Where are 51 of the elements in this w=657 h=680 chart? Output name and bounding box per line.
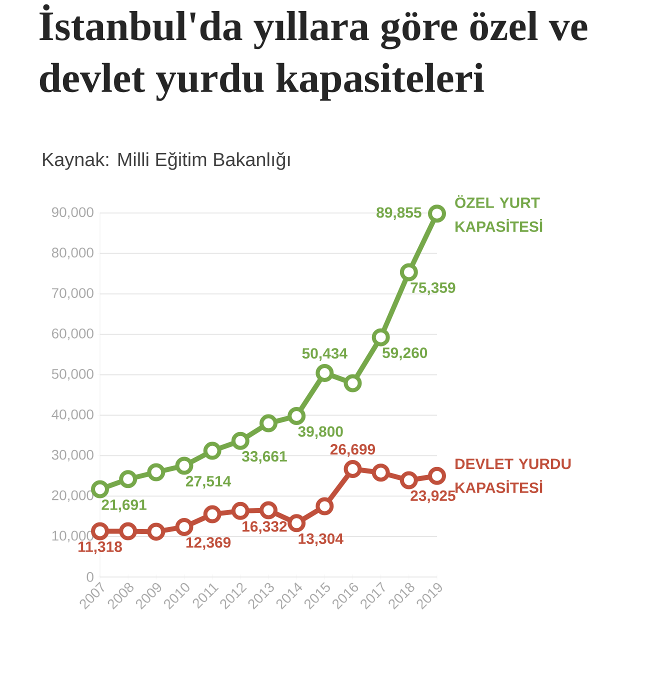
point [316, 497, 334, 516]
point [119, 522, 138, 540]
point [344, 374, 362, 392]
y-tick-label: 40,000 [52, 409, 94, 421]
point [372, 328, 390, 346]
data-label: 13,304 [298, 533, 344, 546]
point [203, 505, 222, 524]
y-tick-label: 50,000 [52, 368, 94, 381]
point [316, 364, 334, 382]
chart-subtitle: Kaynak: Milli Eğitim Bakanlığı [43, 152, 290, 170]
point [175, 518, 194, 536]
point [147, 463, 166, 482]
y-tick-label: 90,000 [52, 207, 94, 219]
point [372, 464, 390, 482]
point [260, 501, 278, 520]
point [260, 414, 278, 432]
y-tick-label: 20,000 [52, 490, 94, 502]
data-label: 50,434 [302, 348, 348, 361]
y-tick-label: 80,000 [52, 248, 94, 260]
point [147, 522, 166, 541]
data-label: 33,661 [242, 451, 287, 464]
data-label: 39,800 [298, 426, 343, 439]
chart-title: İstanbul'da yıllara göre özel ve devlet yurdu kapasiteleri [40, 4, 588, 101]
data-label: 59,260 [382, 348, 428, 360]
series-label: DEVLET YURDU KAPASİTESİ [456, 458, 571, 494]
point [175, 456, 194, 475]
data-label: 23,925 [410, 490, 456, 504]
point [231, 432, 250, 450]
point [400, 263, 418, 282]
y-tick-label: 60,000 [52, 328, 94, 340]
data-label: 16,332 [242, 521, 287, 534]
data-label: 75,359 [410, 282, 456, 296]
data-label: 12,369 [186, 537, 231, 550]
data-label: 21,691 [102, 499, 146, 512]
point [288, 407, 306, 426]
point [203, 442, 222, 460]
y-tick-label: 30,000 [52, 450, 94, 462]
point [119, 470, 138, 488]
series-label: ÖZEL YURT KAPASİTESİ [455, 195, 542, 232]
data-label: 27,514 [186, 476, 232, 489]
y-tick-label: 0 [86, 572, 94, 582]
point [428, 466, 446, 485]
point [288, 514, 306, 532]
point [344, 460, 362, 478]
data-label: 11,318 [78, 541, 122, 554]
y-tick-label: 70,000 [52, 288, 94, 300]
point [428, 204, 446, 223]
data-label: 89,855 [376, 207, 422, 220]
point [400, 471, 418, 490]
point [231, 502, 250, 520]
data-label: 26,699 [330, 444, 376, 457]
